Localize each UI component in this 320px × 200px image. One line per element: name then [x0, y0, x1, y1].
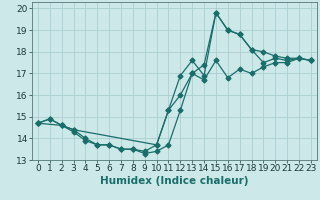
X-axis label: Humidex (Indice chaleur): Humidex (Indice chaleur): [100, 176, 249, 186]
